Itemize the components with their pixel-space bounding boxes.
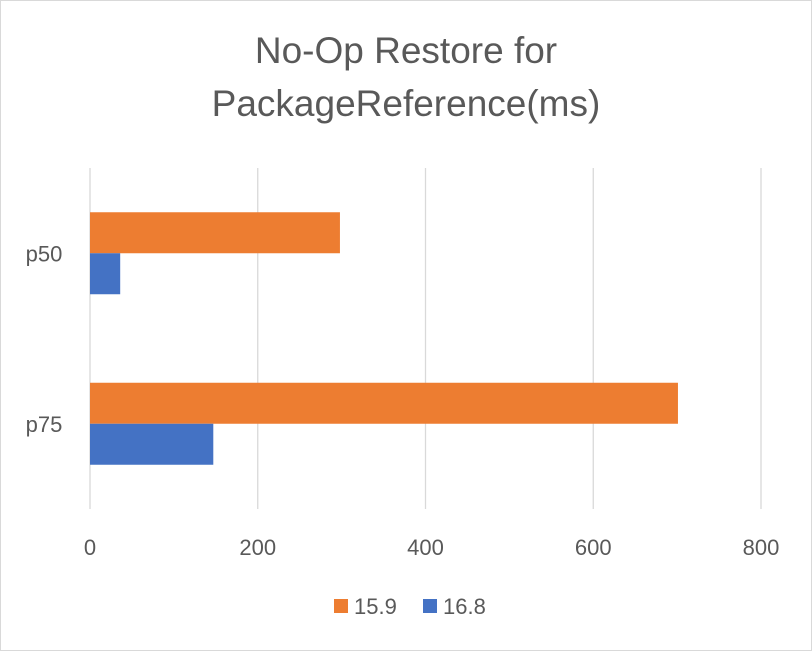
legend-swatch-15.9 — [334, 599, 348, 613]
category-labels: p50 p75 — [26, 241, 63, 437]
bar-p50-series-16.8 — [90, 253, 121, 295]
legend: 15.9 16.8 — [334, 594, 486, 619]
x-tick-label-600: 600 — [575, 535, 612, 560]
legend-swatch-16.8 — [423, 599, 437, 613]
chart-title-line-2: PackageReference(ms) — [212, 83, 601, 124]
legend-label-15.9: 15.9 — [354, 594, 397, 619]
bar-p50-series-15.9 — [90, 212, 340, 254]
x-tick-label-400: 400 — [407, 535, 444, 560]
x-tick-label-0: 0 — [84, 535, 96, 560]
x-tick-label-200: 200 — [239, 535, 276, 560]
x-axis-ticks: 0 200 400 600 800 — [84, 535, 779, 560]
category-label-p75: p75 — [26, 412, 63, 437]
bar-p75-series-15.9 — [90, 382, 678, 424]
legend-label-16.8: 16.8 — [443, 594, 486, 619]
bars — [90, 212, 678, 465]
chart-title: No-Op Restore for PackageReference(ms) — [212, 30, 601, 124]
x-tick-label-800: 800 — [743, 535, 780, 560]
category-label-p50: p50 — [26, 241, 63, 266]
chart-title-line-1: No-Op Restore for — [255, 30, 557, 71]
bar-p75-series-16.8 — [90, 423, 214, 465]
